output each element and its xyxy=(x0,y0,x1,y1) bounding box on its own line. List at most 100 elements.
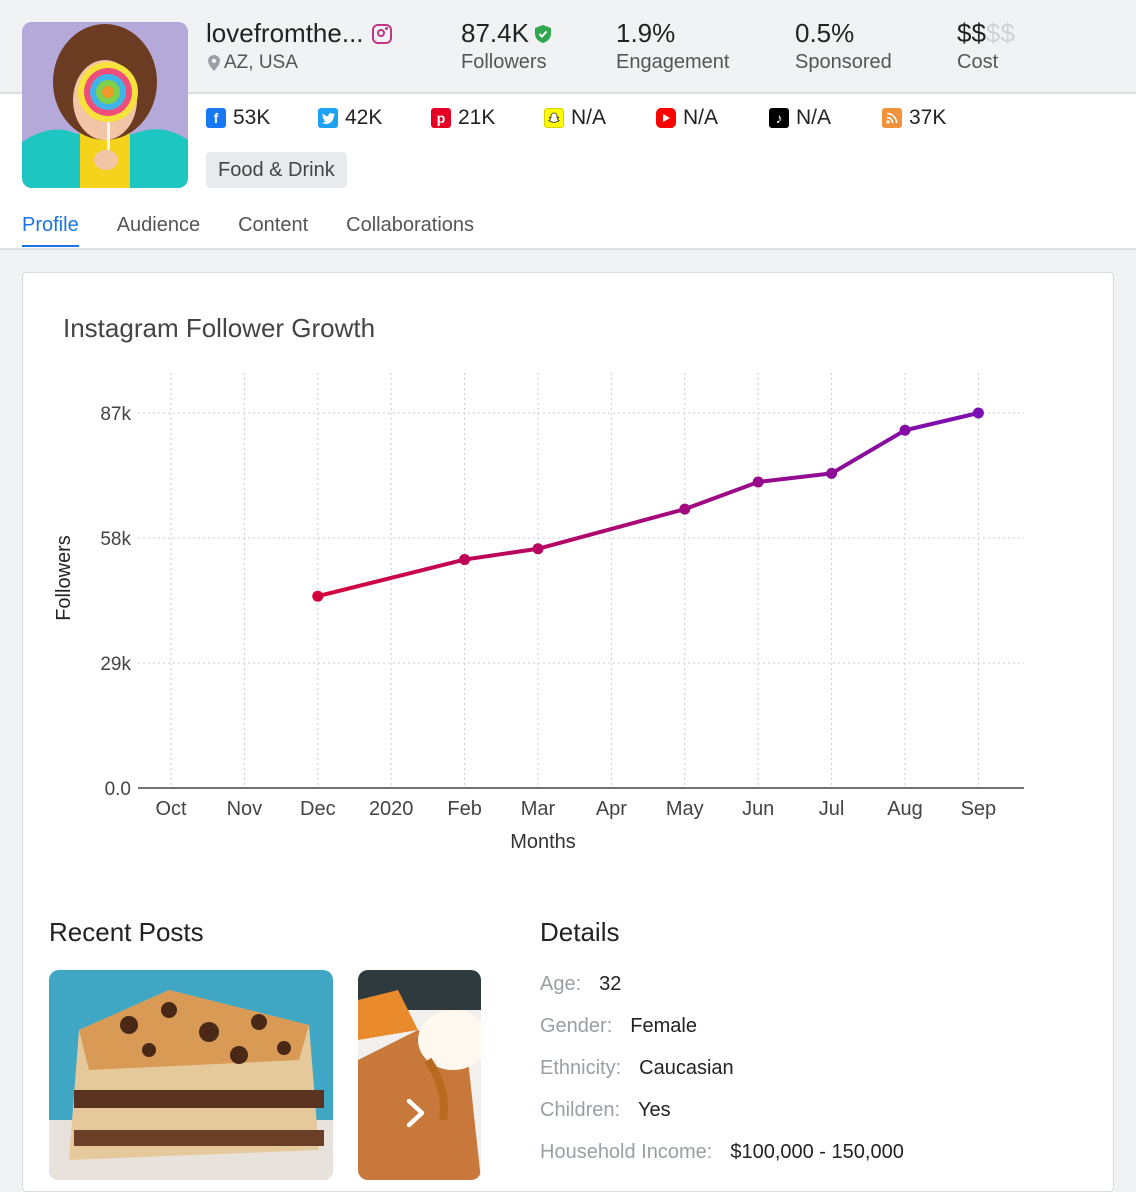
engagement-value: 1.9% xyxy=(616,18,676,48)
tab-audience[interactable]: Audience xyxy=(116,214,201,236)
social-tiktok[interactable]: ♪ N/A xyxy=(769,104,831,132)
youtube-icon xyxy=(656,108,676,128)
x-tick-label: Oct xyxy=(155,798,187,820)
facebook-icon: f xyxy=(206,108,226,128)
profile-header-lower xyxy=(0,94,1136,250)
location-pin-icon xyxy=(208,55,220,71)
y-axis-title: Followers xyxy=(53,535,75,621)
detail-label: Ethnicity: xyxy=(540,1056,622,1079)
profile-handle[interactable]: lovefromthe... xyxy=(206,18,392,49)
youtube-count: N/A xyxy=(683,106,719,129)
detail-age: Age: 32 xyxy=(540,963,904,1005)
category-tag[interactable]: Food & Drink xyxy=(206,152,347,188)
pinterest-icon: p xyxy=(431,108,451,128)
data-point xyxy=(532,543,544,555)
detail-label: Children: xyxy=(540,1098,621,1121)
tab-profile[interactable]: Profile xyxy=(22,214,79,247)
profile-header xyxy=(0,0,1136,94)
stat-cost: $$ $$ Cost xyxy=(957,18,1015,74)
verified-shield-icon xyxy=(534,24,551,43)
cost-dimmed: $$ xyxy=(985,18,1015,48)
data-point xyxy=(752,476,764,488)
twitter-count: 42K xyxy=(345,106,383,129)
x-axis-title: Months xyxy=(510,831,576,853)
snapchat-count: N/A xyxy=(571,106,607,129)
x-tick-label: Mar xyxy=(521,798,556,820)
x-tick-label: Jun xyxy=(742,798,774,820)
cost-filled: $$ xyxy=(957,18,986,48)
detail-gender: Gender: Female xyxy=(540,1005,904,1047)
stat-engagement: 1.9% Engagement xyxy=(616,18,729,74)
tab-content[interactable]: Content xyxy=(238,214,309,236)
social-twitter[interactable]: 42K xyxy=(318,104,382,132)
snapchat-icon xyxy=(544,108,564,128)
detail-label: Household Income: xyxy=(540,1140,713,1163)
tiktok-icon: ♪ xyxy=(769,108,789,128)
data-point xyxy=(826,467,838,479)
chevron-right-icon[interactable] xyxy=(404,1098,428,1128)
x-tick-label: 2020 xyxy=(369,798,414,820)
avatar-image xyxy=(22,22,188,188)
sponsored-label: Sponsored xyxy=(795,51,892,73)
post-image-2 xyxy=(358,970,481,1180)
x-tick-label: Jul xyxy=(819,798,845,820)
detail-household-income: Household Income: $100,000 - 150,000 xyxy=(540,1131,904,1173)
profile-avatar xyxy=(22,22,188,188)
y-tick-label: 58k xyxy=(100,529,131,550)
detail-label: Age: xyxy=(540,972,582,995)
recent-posts-title: Recent Posts xyxy=(49,917,204,947)
social-pinterest[interactable]: p 21K xyxy=(431,104,495,132)
cost-label: Cost xyxy=(957,51,999,73)
y-tick-label: 0.0 xyxy=(105,779,131,800)
rss-icon xyxy=(882,108,902,128)
data-point xyxy=(679,503,691,515)
series-line xyxy=(317,411,979,599)
twitter-icon xyxy=(318,108,338,128)
social-facebook[interactable]: f 53K xyxy=(206,104,270,132)
social-rss[interactable]: 37K xyxy=(882,104,946,132)
rss-count: 37K xyxy=(909,106,947,129)
detail-children: Children: Yes xyxy=(540,1089,904,1131)
chart-title: Instagram Follower Growth xyxy=(63,313,376,343)
details-list: Age: 32 Gender: Female Ethnicity: Caucas… xyxy=(540,963,904,1173)
followers-value: 87.4K xyxy=(461,18,529,48)
stat-sponsored: 0.5% Sponsored xyxy=(795,18,892,74)
stat-followers: 87.4K Followers xyxy=(461,18,551,74)
x-tick-label: Nov xyxy=(227,798,263,820)
tiktok-count: N/A xyxy=(796,106,832,129)
details-title: Details xyxy=(540,917,620,947)
y-tick-label: 87k xyxy=(100,404,131,425)
profile-handle-text[interactable]: lovefromthe... xyxy=(206,18,364,48)
x-tick-label: Aug xyxy=(887,798,923,820)
detail-label: Gender: xyxy=(540,1014,613,1037)
location-text: AZ, USA xyxy=(224,52,298,73)
follower-growth-chart: 0.0 29k 58k 87k Oct Nov Dec 2020 Feb Mar Apr May Jun… xyxy=(53,373,1024,853)
profile-location: AZ, USA xyxy=(208,52,298,74)
facebook-count: 53K xyxy=(233,106,271,129)
detail-value: Female xyxy=(630,1014,697,1037)
social-snapchat[interactable]: N/A xyxy=(544,104,606,132)
recent-post-1[interactable] xyxy=(49,970,333,1180)
detail-value: Caucasian xyxy=(639,1056,734,1079)
social-youtube[interactable]: N/A xyxy=(656,104,718,132)
data-point xyxy=(899,424,911,436)
detail-ethnicity: Ethnicity: Caucasian xyxy=(540,1047,904,1089)
recent-post-2[interactable] xyxy=(358,970,481,1180)
data-point xyxy=(459,554,471,566)
tab-collaborations[interactable]: Collaborations xyxy=(346,214,475,236)
x-tick-label: Dec xyxy=(300,798,336,820)
x-tick-label: May xyxy=(666,798,704,820)
data-point xyxy=(972,407,984,419)
detail-value: 32 xyxy=(599,972,622,995)
profile-tabs: Profile Audience Content Collaborations xyxy=(22,214,474,247)
x-tick-label: Sep xyxy=(961,798,997,820)
data-point xyxy=(312,590,324,602)
sponsored-value: 0.5% xyxy=(795,18,855,48)
detail-value: Yes xyxy=(638,1098,671,1121)
x-tick-label: Apr xyxy=(596,798,627,820)
cost-value: $$ $$ xyxy=(957,18,1015,49)
engagement-label: Engagement xyxy=(616,51,730,73)
followers-label: Followers xyxy=(461,51,547,73)
y-tick-label: 29k xyxy=(100,654,131,675)
profile-card: Instagram Follower Growth 0.0 29k 58k 87k Oc… xyxy=(22,272,1114,1192)
